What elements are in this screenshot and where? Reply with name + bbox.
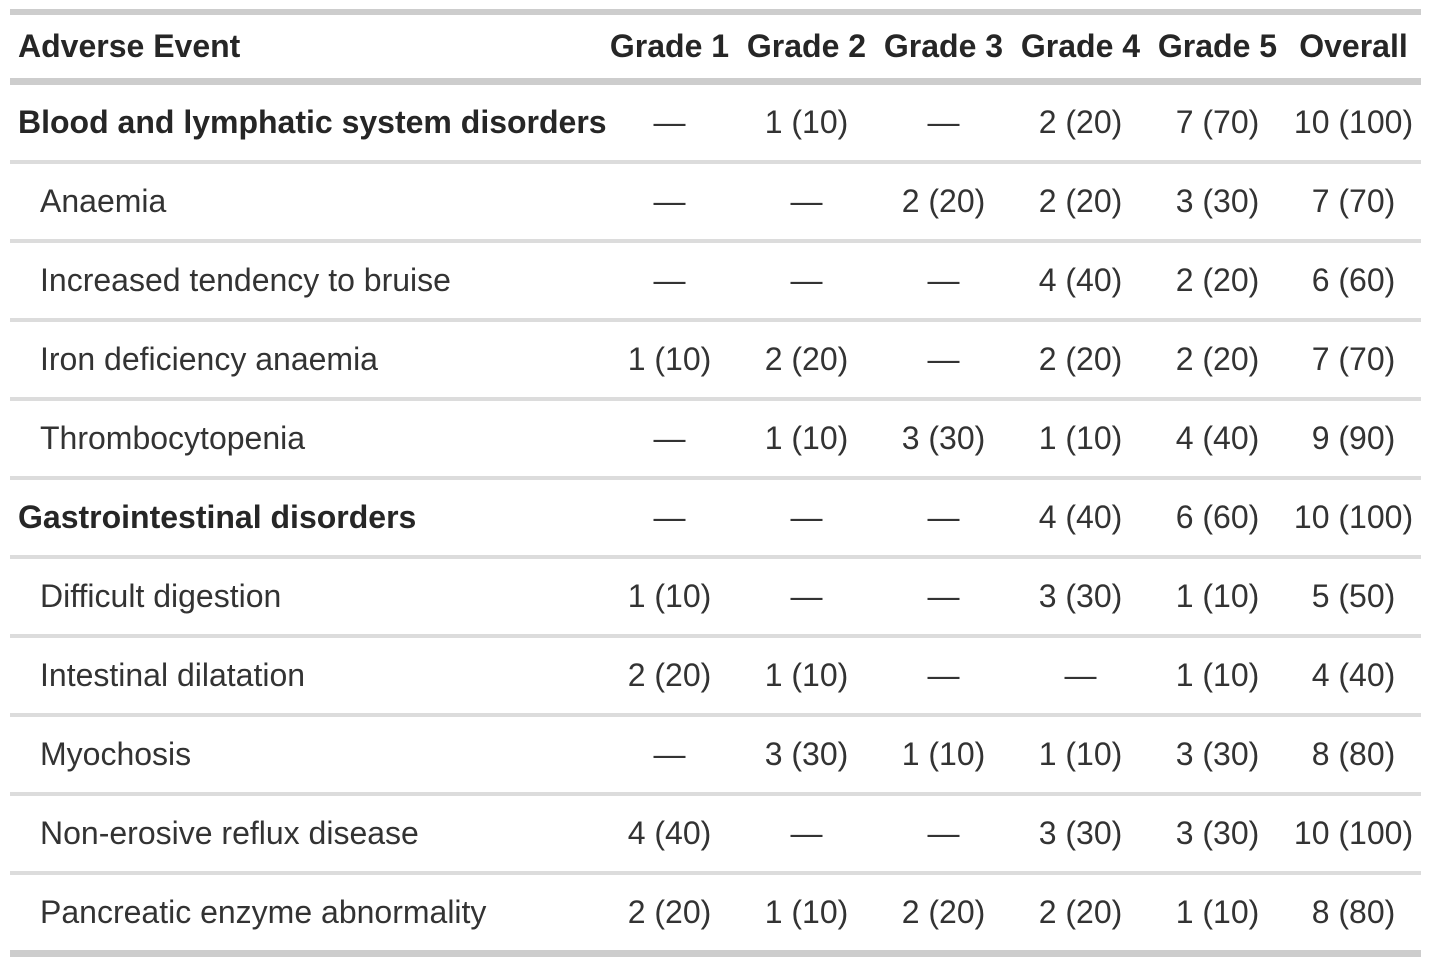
cell: 7 (70) — [1311, 341, 1396, 377]
cell: 2 (20) — [1175, 341, 1260, 377]
cell: 3 (30) — [1175, 815, 1260, 851]
cell: 8 (80) — [1311, 736, 1396, 772]
table-row: Anaemia — — 2 (20) 2 (20) 3 (30) 7 (70) — [10, 162, 1421, 241]
table-row: Thrombocytopenia — 1 (10) 3 (30) 1 (10) 4 (4… — [10, 399, 1421, 478]
cell: — — [653, 104, 686, 140]
row-label: Increased tendency to bruise — [40, 262, 451, 298]
cell: 1 (10) — [1175, 894, 1260, 930]
cell: 3 (30) — [1038, 578, 1123, 614]
header-row: Adverse Event Grade 1 Grade 2 Grade 3 Gr… — [10, 12, 1421, 82]
cell: 2 (20) — [901, 894, 986, 930]
cell: 7 (70) — [1311, 183, 1396, 219]
cell: — — [927, 657, 960, 693]
row-label: Iron deficiency anaemia — [40, 341, 378, 377]
cell: 1 (10) — [1038, 736, 1123, 772]
table-row: Pancreatic enzyme abnormality 2 (20) 1 (1… — [10, 873, 1421, 954]
cell: — — [790, 578, 823, 614]
cell: 3 (30) — [901, 420, 986, 456]
cell: 8 (80) — [1311, 894, 1396, 930]
cell: 2 (20) — [901, 183, 986, 219]
cell: 1 (10) — [1175, 578, 1260, 614]
table-body: Blood and lymphatic system disorders — 1 … — [10, 82, 1421, 954]
cell: — — [927, 262, 960, 298]
cell: — — [927, 104, 960, 140]
row-label: Pancreatic enzyme abnormality — [40, 894, 487, 930]
row-label: Intestinal dilatation — [40, 657, 306, 693]
cell: 7 (70) — [1175, 104, 1260, 140]
cell: 1 (10) — [764, 104, 849, 140]
table-row: Increased tendency to bruise — — — 4 (40) 2 … — [10, 241, 1421, 320]
column-header-grade-4: Grade 4 — [1020, 28, 1141, 64]
row-label: Gastrointestinal disorders — [18, 499, 417, 535]
cell: 3 (30) — [764, 736, 849, 772]
cell: 1 (10) — [901, 736, 986, 772]
cell: — — [790, 499, 823, 535]
cell: — — [653, 420, 686, 456]
cell: 10 (100) — [1293, 499, 1414, 535]
table-row: Myochosis — 3 (30) 1 (10) 1 (10) 3 (30) 8 (80… — [10, 715, 1421, 794]
row-label: Blood and lymphatic system disorders — [18, 104, 607, 140]
cell: 1 (10) — [764, 657, 849, 693]
cell: 4 (40) — [1038, 262, 1123, 298]
cell: 6 (60) — [1311, 262, 1396, 298]
column-header-adverse-event: Adverse Event — [18, 28, 241, 64]
cell: 4 (40) — [1311, 657, 1396, 693]
cell: 3 (30) — [1175, 183, 1260, 219]
cell: 10 (100) — [1293, 104, 1414, 140]
cell: — — [927, 341, 960, 377]
table-row: Difficult digestion 1 (10) — — 3 (30) 1 (10)… — [10, 557, 1421, 636]
cell: — — [790, 183, 823, 219]
cell: 2 (20) — [627, 657, 712, 693]
row-label: Difficult digestion — [40, 578, 282, 614]
cell: 1 (10) — [627, 578, 712, 614]
cell: 2 (20) — [1038, 341, 1123, 377]
cell: 1 (10) — [627, 341, 712, 377]
cell: — — [1064, 657, 1097, 693]
cell: 1 (10) — [1038, 420, 1123, 456]
table-row: Blood and lymphatic system disorders — 1 … — [10, 82, 1421, 162]
row-label: Anaemia — [40, 183, 167, 219]
cell: 1 (10) — [764, 420, 849, 456]
cell: — — [653, 262, 686, 298]
table-row: Intestinal dilatation 2 (20) 1 (10) — — 1 (1… — [10, 636, 1421, 715]
cell: 4 (40) — [1038, 499, 1123, 535]
cell: 1 (10) — [764, 894, 849, 930]
cell: 6 (60) — [1175, 499, 1260, 535]
cell: — — [790, 815, 823, 851]
cell: — — [790, 262, 823, 298]
cell: 2 (20) — [627, 894, 712, 930]
cell: — — [927, 578, 960, 614]
column-header-grade-3: Grade 3 — [883, 28, 1004, 64]
column-header-grade-2: Grade 2 — [746, 28, 867, 64]
row-label: Thrombocytopenia — [40, 420, 306, 456]
cell: 2 (20) — [764, 341, 849, 377]
cell: 2 (20) — [1038, 104, 1123, 140]
cell: — — [653, 736, 686, 772]
column-header-grade-1: Grade 1 — [609, 28, 730, 64]
cell: — — [927, 499, 960, 535]
cell: — — [653, 183, 686, 219]
cell: 4 (40) — [1175, 420, 1260, 456]
cell: 2 (20) — [1038, 183, 1123, 219]
cell: 5 (50) — [1311, 578, 1396, 614]
cell: — — [653, 499, 686, 535]
cell: 3 (30) — [1038, 815, 1123, 851]
cell: 3 (30) — [1175, 736, 1260, 772]
column-header-grade-5: Grade 5 — [1157, 28, 1278, 64]
cell: 2 (20) — [1175, 262, 1260, 298]
cell: 9 (90) — [1311, 420, 1396, 456]
adverse-events-table: Adverse Event Grade 1 Grade 2 Grade 3 Gr… — [10, 9, 1421, 957]
row-label: Myochosis — [40, 736, 192, 772]
table-row: Gastrointestinal disorders — — — 4 (40) 6 (6… — [10, 478, 1421, 557]
column-header-overall: Overall — [1299, 28, 1408, 64]
table-row: Non-erosive reflux disease 4 (40) — — 3 (30… — [10, 794, 1421, 873]
cell: 4 (40) — [627, 815, 712, 851]
row-label: Non-erosive reflux disease — [40, 815, 419, 851]
cell: 10 (100) — [1293, 815, 1414, 851]
cell: 1 (10) — [1175, 657, 1260, 693]
cell: 2 (20) — [1038, 894, 1123, 930]
table-row: Iron deficiency anaemia 1 (10) 2 (20) — 2 (… — [10, 320, 1421, 399]
cell: — — [927, 815, 960, 851]
